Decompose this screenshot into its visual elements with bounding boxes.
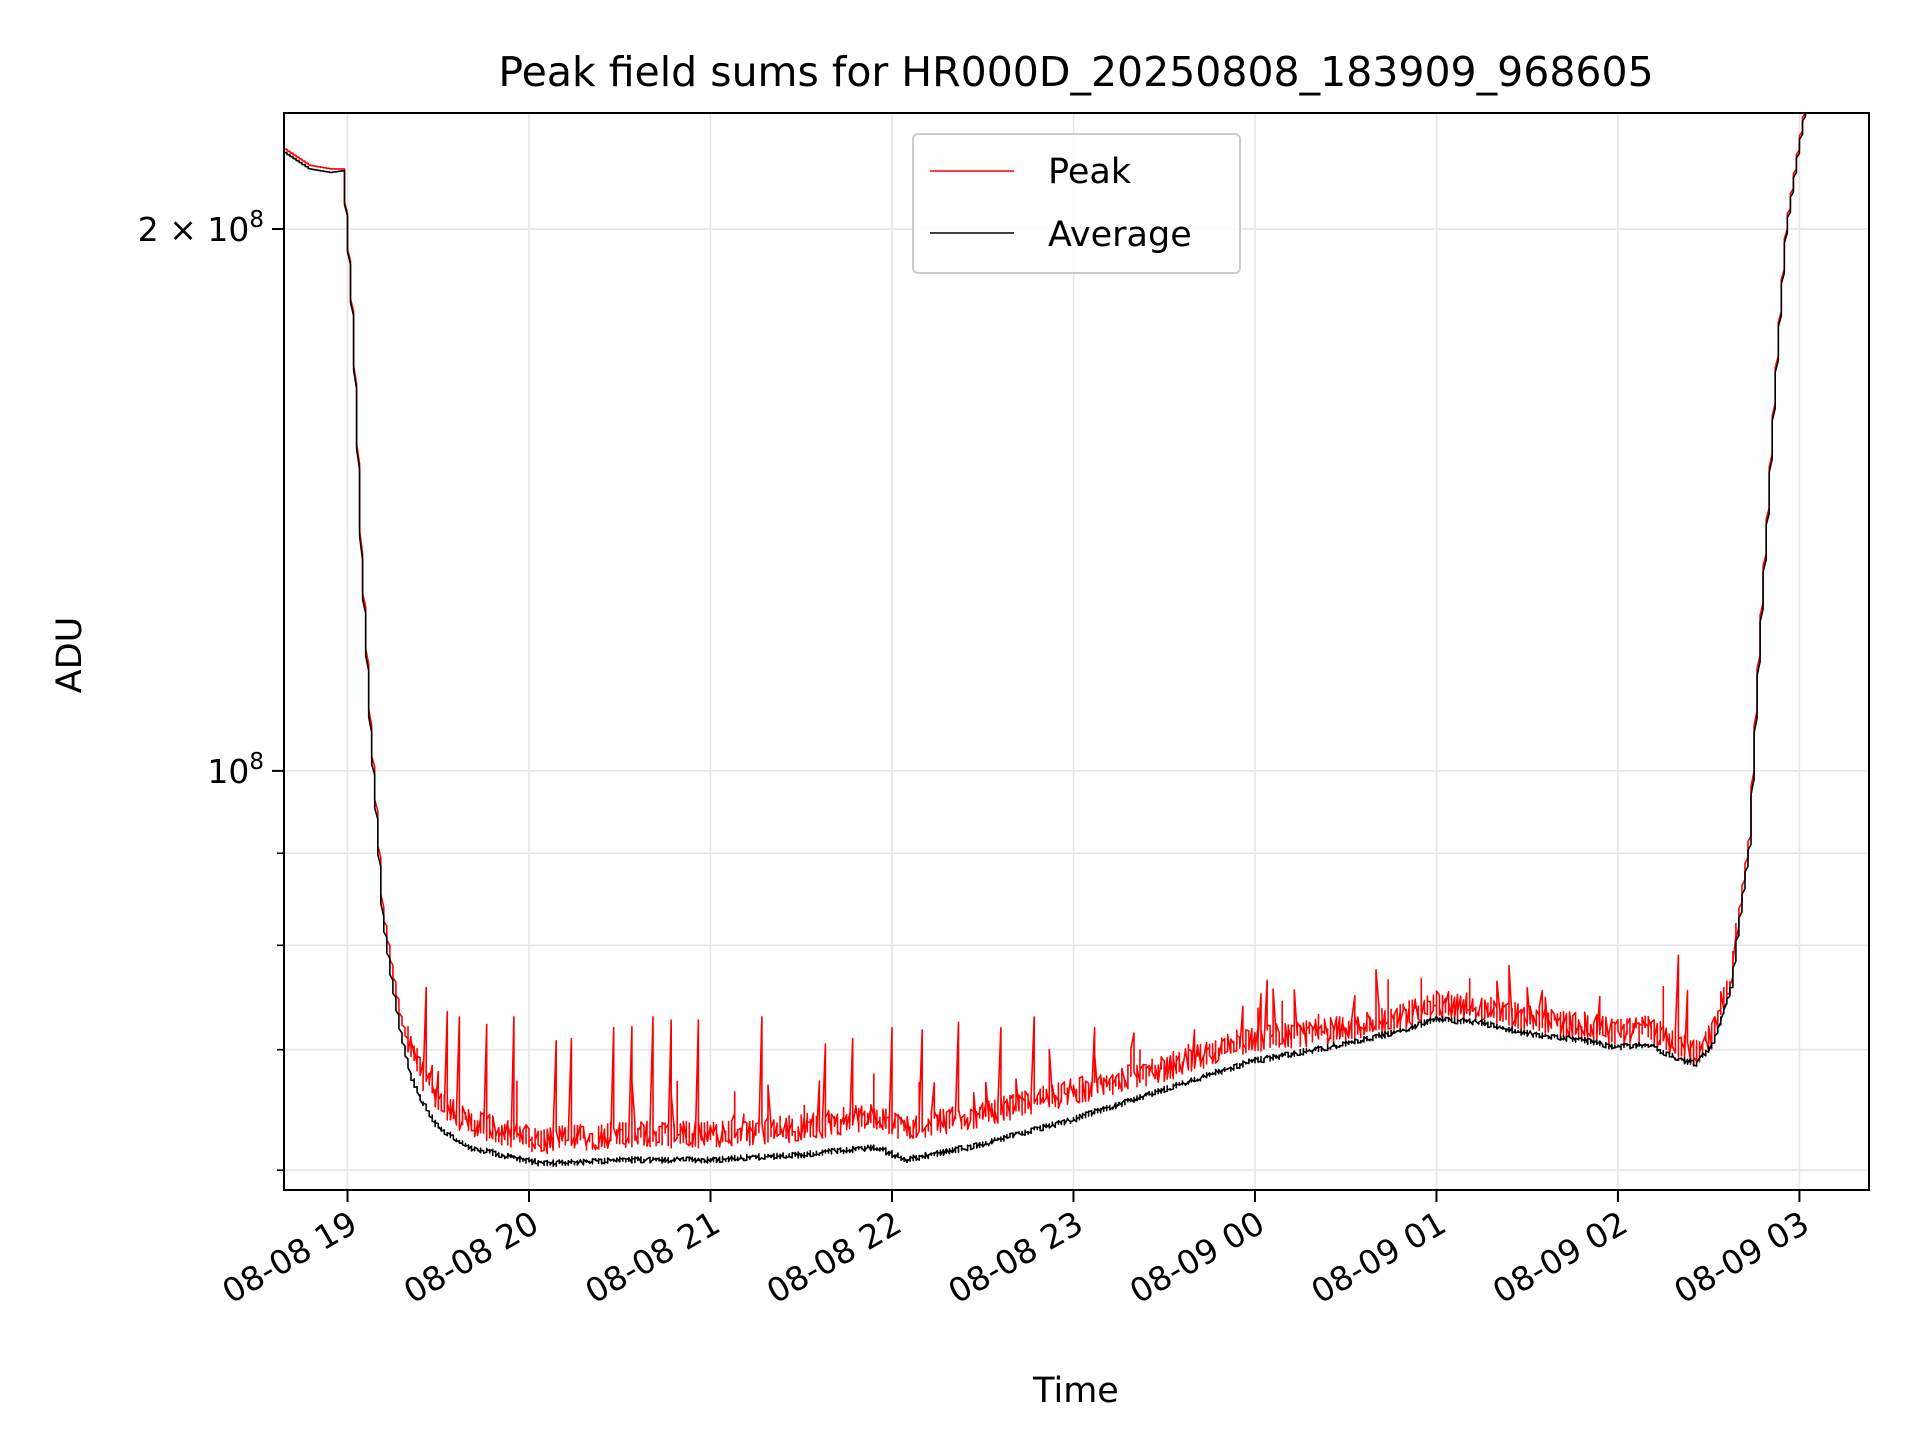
y-tick-label: 108 xyxy=(207,749,264,791)
series-line-peak xyxy=(283,112,1821,1155)
legend-frame xyxy=(912,133,1241,274)
chart-title: Peak field sums for HR000D_20250808_1839… xyxy=(498,48,1653,96)
series-layer xyxy=(283,112,1821,1168)
legend-label-peak: Peak xyxy=(1048,152,1132,192)
series-line-average xyxy=(283,112,1821,1168)
plot-frame xyxy=(283,112,1870,1191)
legend-label-average: Average xyxy=(1048,215,1192,255)
y-tick-label: 2 × 108 xyxy=(138,207,264,249)
legend: Peak Average xyxy=(912,133,1241,274)
x-axis-label: Time xyxy=(1032,1371,1119,1411)
y-axis-label: ADU xyxy=(50,617,90,694)
